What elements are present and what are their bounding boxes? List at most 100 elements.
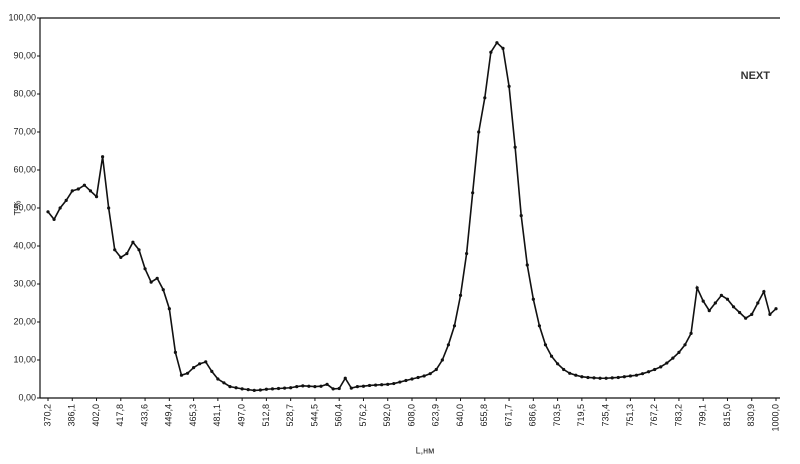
- data-point: [361, 384, 366, 388]
- data-point: [46, 210, 50, 214]
- data-line: [47, 41, 777, 392]
- x-tick-label: 830,9: [746, 404, 756, 427]
- annotation: NEXT: [741, 70, 771, 82]
- data-point: [343, 376, 347, 380]
- data-point: [313, 385, 317, 389]
- y-tick-label: 30,00: [13, 278, 36, 288]
- data-point: [301, 384, 305, 388]
- x-tick-label: 465,3: [188, 404, 198, 427]
- data-point: [380, 383, 384, 387]
- data-point: [283, 386, 287, 390]
- x-tick-label: 815,0: [722, 404, 732, 427]
- x-tick-label: 402,0: [91, 404, 101, 427]
- data-point: [610, 376, 614, 380]
- data-point: [525, 263, 529, 267]
- data-point: [119, 255, 123, 259]
- data-point: [410, 377, 414, 381]
- data-point: [665, 361, 669, 365]
- y-axis-label: T,%: [12, 200, 22, 215]
- data-point: [616, 375, 620, 380]
- data-point: [640, 372, 645, 376]
- data-point: [70, 189, 74, 193]
- x-tick-label: 719,5: [576, 404, 586, 427]
- data-point: [252, 388, 256, 392]
- x-tick-label: 655,8: [479, 404, 489, 427]
- data-point: [713, 301, 717, 305]
- data-point: [143, 267, 147, 271]
- data-point: [701, 299, 705, 303]
- x-axis-label: L,нм: [416, 445, 435, 455]
- data-point: [307, 384, 311, 388]
- data-point: [556, 362, 560, 366]
- data-point: [113, 248, 117, 252]
- x-tick-label: 623,9: [431, 404, 441, 427]
- data-point: [107, 206, 111, 210]
- data-point: [586, 375, 590, 380]
- x-tick-label: 640,0: [455, 404, 465, 427]
- data-point: [507, 84, 511, 88]
- data-point: [489, 50, 493, 54]
- x-tick-label: 686,6: [528, 404, 538, 427]
- data-point: [276, 386, 281, 391]
- x-tick-label: 671,7: [503, 404, 513, 427]
- x-tick-label: 592,0: [382, 404, 392, 427]
- data-point: [216, 377, 220, 381]
- data-point: [604, 376, 608, 380]
- data-point: [768, 312, 772, 316]
- x-tick-label: 608,0: [406, 404, 416, 427]
- data-point: [495, 41, 499, 45]
- data-point: [210, 369, 214, 373]
- data-point: [434, 367, 438, 372]
- data-point: [513, 145, 517, 149]
- x-tick-label: 497,0: [237, 404, 247, 427]
- data-point: [289, 386, 293, 390]
- x-tick-label: 799,1: [698, 404, 708, 427]
- data-point: [173, 350, 177, 354]
- data-point: [198, 362, 202, 366]
- data-point: [240, 387, 244, 391]
- data-point: [683, 343, 687, 347]
- x-tick-label: 386,1: [67, 404, 77, 427]
- data-point: [82, 183, 86, 187]
- data-point: [137, 248, 141, 252]
- data-point: [580, 375, 584, 379]
- x-tick-label: 370,2: [42, 404, 52, 427]
- data-point: [228, 385, 232, 389]
- data-point: [179, 373, 184, 377]
- data-point: [386, 382, 390, 386]
- x-tick-label: 735,4: [601, 404, 611, 427]
- data-point: [76, 187, 80, 191]
- x-tick-label: 767,2: [649, 404, 659, 427]
- data-point: [738, 310, 742, 315]
- data-point: [398, 380, 402, 384]
- data-point: [537, 324, 542, 328]
- y-tick-label: 10,00: [13, 354, 36, 364]
- x-tick-label: 512,8: [261, 404, 271, 427]
- data-point: [731, 305, 736, 309]
- x-tick-label: 417,8: [115, 404, 125, 427]
- data-point: [392, 381, 396, 386]
- y-tick-label: 50,00: [13, 202, 36, 212]
- data-point: [94, 195, 99, 199]
- data-point: [331, 387, 335, 391]
- data-point: [471, 191, 475, 195]
- data-point: [483, 96, 487, 100]
- data-point: [374, 383, 378, 387]
- data-point: [659, 365, 663, 369]
- data-point: [125, 252, 129, 256]
- x-tick-label: 544,5: [309, 404, 319, 427]
- x-tick-label: 449,4: [164, 404, 174, 427]
- data-point: [155, 276, 159, 280]
- data-point: [634, 373, 639, 377]
- y-tick-label: 80,00: [13, 88, 36, 98]
- data-point: [774, 307, 778, 311]
- data-point: [756, 301, 760, 305]
- data-point: [264, 387, 268, 391]
- y-tick-label: 60,00: [13, 164, 36, 174]
- data-point: [543, 343, 548, 347]
- data-point: [458, 293, 463, 297]
- data-point: [446, 343, 450, 347]
- data-point: [149, 280, 153, 284]
- data-point: [319, 384, 323, 388]
